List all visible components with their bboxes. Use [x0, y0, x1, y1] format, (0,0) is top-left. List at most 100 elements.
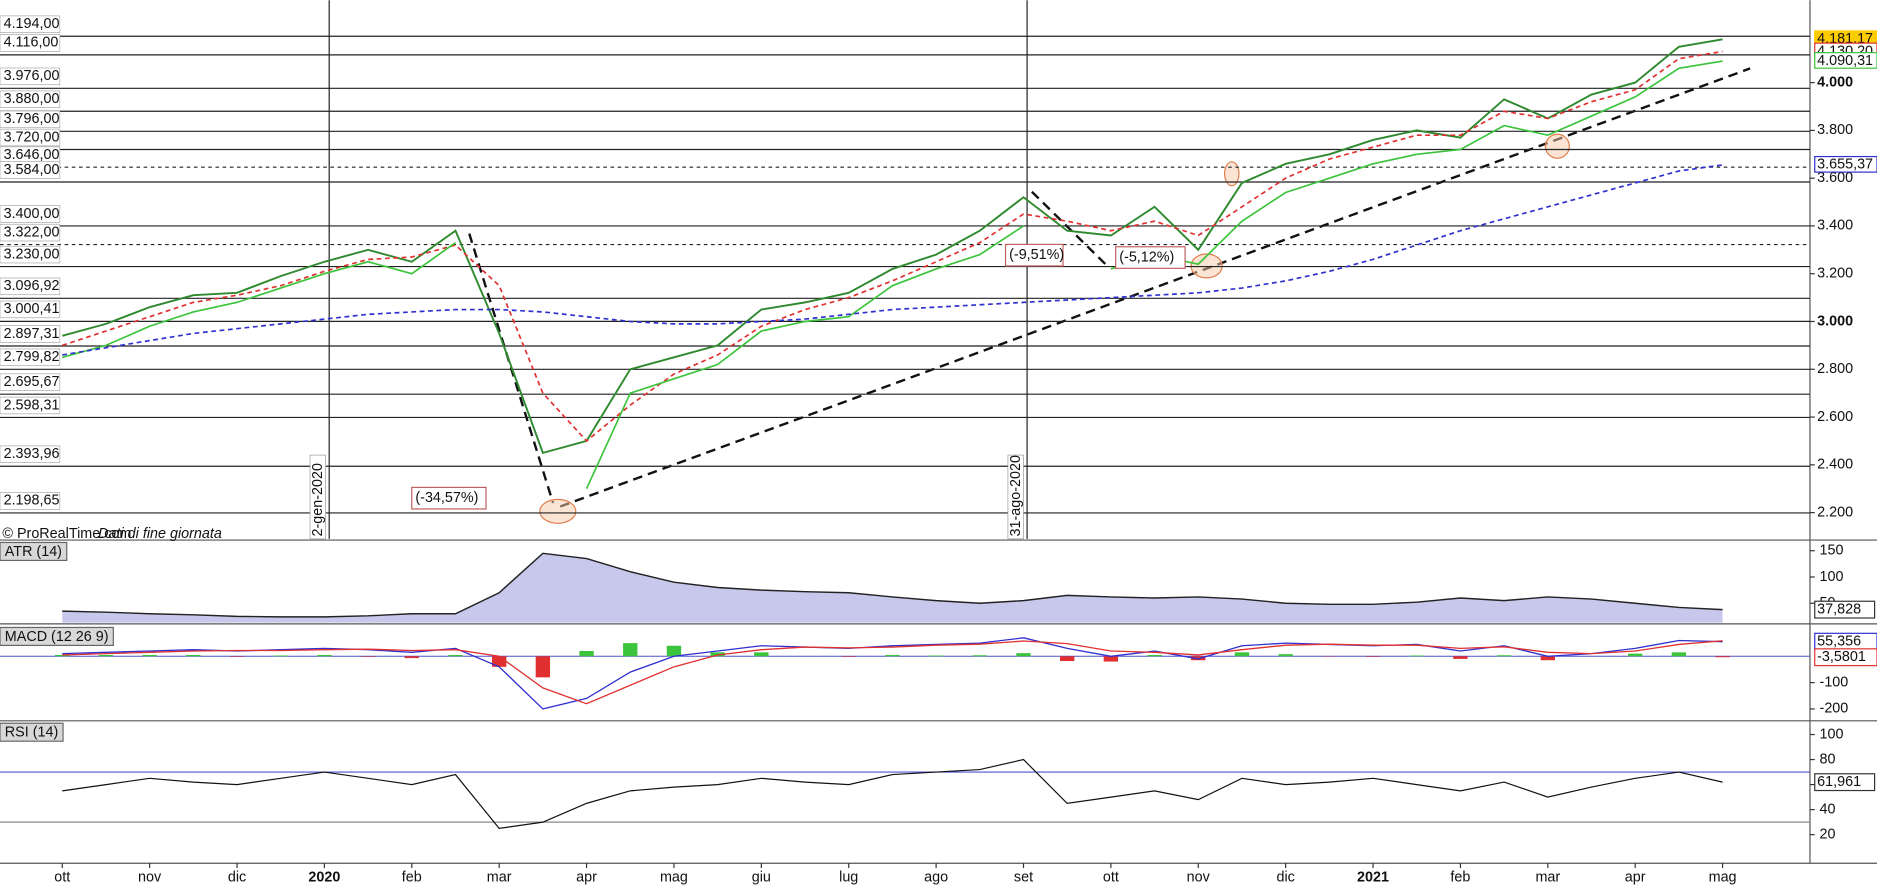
level-label: 3.230,00 [4, 246, 60, 262]
y-tick-label: 2.200 [1817, 504, 1853, 520]
level-label-box [0, 445, 61, 463]
level-label: 2.799,82 [4, 349, 60, 365]
last-value-box [1814, 52, 1877, 69]
histogram-bar [1628, 653, 1643, 657]
last-value-box [1814, 648, 1877, 667]
histogram-bar [317, 654, 332, 657]
level-label: 3.400,00 [4, 206, 60, 222]
x-tick-label: nov [138, 869, 162, 885]
x-tick-label: mar [1535, 869, 1560, 885]
atr-line [62, 552, 1723, 618]
y-tick-label: 3.200 [1817, 266, 1853, 282]
x-tick-label: set [1014, 869, 1033, 885]
source-note: Dati di fine giornata [98, 526, 222, 542]
histogram-bar [229, 656, 245, 657]
last-value-box [1814, 155, 1877, 173]
level-label: 3.796,00 [4, 111, 60, 127]
y-tick-label: 2.400 [1817, 457, 1853, 473]
panel-title-box [0, 626, 114, 647]
level-label-box [0, 90, 61, 108]
level-label: 2.393,96 [4, 446, 60, 462]
y-tick-label: 2.600 [1817, 409, 1853, 425]
y-tick-label: 2.800 [1817, 361, 1853, 377]
level-label-box [0, 325, 61, 343]
price-line [62, 164, 1723, 356]
level-label-box [0, 492, 61, 510]
x-tick-label: 2021 [1357, 869, 1389, 885]
level-label: 3.720,00 [4, 129, 60, 145]
y-tick-label: 150 [1820, 543, 1844, 559]
x-tick-label: ago [924, 869, 948, 885]
level-label: 4.194,00 [4, 16, 60, 32]
histogram-bar [928, 655, 944, 657]
level-label-box [0, 277, 61, 296]
panel-title: RSI (14) [5, 725, 58, 741]
highlight-circles [539, 133, 1570, 524]
histogram-bar [972, 655, 987, 657]
price-line [61, 50, 1723, 443]
histogram-bar [404, 656, 419, 659]
level-label: 3.322,00 [4, 224, 60, 240]
x-tick-label: feb [1450, 869, 1470, 885]
x-tick-label: ott [54, 869, 70, 885]
level-label-box [0, 161, 61, 179]
histogram-bar [885, 654, 900, 657]
level-label-box [0, 223, 61, 242]
histogram-bar [186, 654, 201, 657]
x-tick-label: apr [576, 869, 597, 885]
level-label: 4.116,00 [4, 35, 59, 51]
level-label: 2.897,31 [4, 326, 60, 342]
annotation: (-34,57%) [415, 490, 478, 506]
panel-title-box [0, 541, 68, 562]
level-label: 2.198,65 [4, 493, 60, 509]
level-label-box [0, 15, 61, 33]
histogram-bar [579, 651, 594, 657]
y-tick-label: 100 [1820, 569, 1844, 585]
histogram-bar [491, 656, 507, 667]
histogram-bar [754, 652, 769, 657]
level-label-box [0, 396, 61, 415]
histogram-bar [55, 654, 70, 657]
last-value-label: 61,961 [1817, 774, 1861, 790]
level-label-box [0, 34, 61, 52]
histogram-bar [1234, 652, 1250, 657]
level-label-box [0, 67, 61, 86]
annotation-box [1115, 246, 1186, 269]
histogram-bar [841, 656, 856, 657]
histogram-bar [1540, 656, 1555, 661]
rsi-line [62, 758, 1723, 830]
last-value-label: 4.090,31 [1817, 53, 1873, 69]
macd-line [62, 637, 1723, 710]
level-label: 3.646,00 [4, 147, 60, 163]
histogram-bar [273, 655, 288, 657]
level-label-box [0, 245, 61, 264]
histogram-bar [623, 643, 638, 657]
x-tick-label: lug [839, 869, 858, 885]
panel-title: ATR (14) [5, 544, 62, 560]
panel-frames [0, 0, 1877, 864]
y-tick-label: 4.000 [1817, 74, 1853, 90]
histogram-bar [1060, 656, 1075, 662]
y-tick-label: 3.800 [1817, 122, 1853, 138]
histogram-bar [1278, 654, 1293, 657]
histogram-bar [1103, 656, 1119, 662]
last-value-label: -3,5801 [1817, 649, 1866, 665]
histogram-bar [1147, 654, 1162, 657]
histogram-bar [666, 645, 682, 657]
x-tick-label: nov [1187, 869, 1211, 885]
level-label: 3.096,92 [4, 278, 60, 294]
level-label-box [0, 110, 61, 129]
x-tick-label: mar [487, 869, 512, 885]
histogram-bar [142, 654, 157, 657]
x-tick-label: dic [1276, 869, 1294, 885]
histogram-bar [1496, 655, 1512, 657]
x-tick-label: apr [1625, 869, 1646, 885]
y-tick-label: 80 [1820, 751, 1836, 767]
y-tick-label: 3.000 [1817, 313, 1853, 329]
level-label: 3.584,00 [4, 162, 60, 178]
histogram-bar [1671, 652, 1687, 657]
level-label-box [0, 205, 61, 223]
panel-title-box [0, 722, 64, 742]
atr-area [62, 553, 1723, 623]
